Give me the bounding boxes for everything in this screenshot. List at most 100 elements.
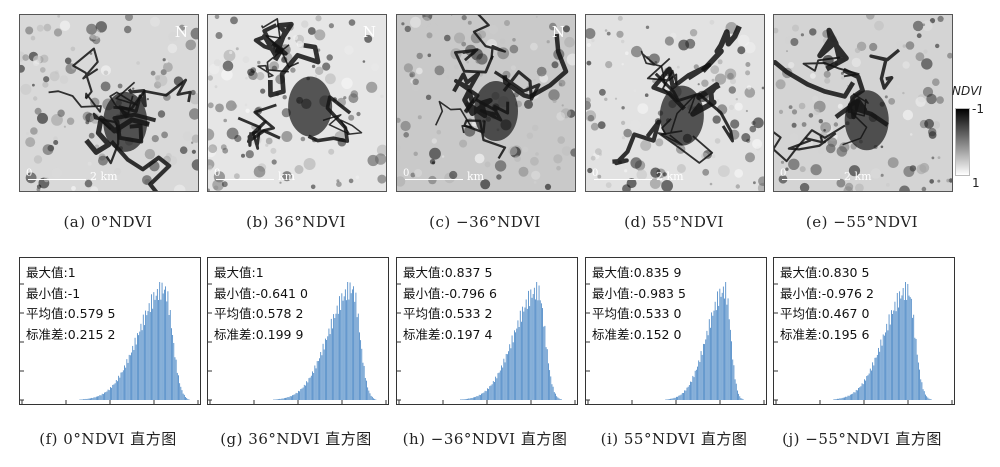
map-texture-spot — [53, 140, 59, 145]
histogram-bar — [833, 399, 835, 400]
histogram-bar — [711, 312, 713, 400]
map-texture-spot — [178, 24, 186, 31]
scale-bar-zero: 0 — [780, 168, 787, 179]
histogram-bar — [334, 318, 336, 400]
map-texture-spot — [902, 44, 906, 48]
histogram-bar — [521, 321, 522, 400]
map-texture-spot — [446, 75, 450, 79]
map-texture-spot — [655, 138, 664, 147]
histogram-bar — [874, 357, 876, 400]
map-texture-spot — [245, 108, 250, 114]
histogram-bar — [901, 295, 903, 400]
histogram-bar — [701, 354, 703, 400]
map-texture-spot — [208, 188, 210, 191]
map-texture-spot — [676, 164, 686, 173]
ndvi-map-image — [774, 15, 952, 191]
histogram-bar — [525, 299, 527, 400]
histogram-bar — [322, 343, 324, 400]
map-texture-spot — [37, 112, 48, 124]
map-texture-spot — [531, 170, 541, 180]
histogram-bar — [544, 325, 546, 400]
histogram-bar — [465, 398, 467, 400]
map-texture-spot — [168, 31, 179, 42]
map-texture-spot — [356, 83, 362, 89]
map-texture-spot — [36, 24, 44, 32]
histogram-bar — [294, 394, 296, 400]
histogram-bar — [871, 370, 872, 400]
histogram-bar — [289, 396, 291, 400]
histogram-bar — [835, 399, 837, 400]
map-drainage — [48, 90, 102, 113]
map-texture-spot — [662, 172, 667, 177]
histogram-bar — [545, 347, 547, 400]
histogram-bar — [348, 299, 350, 400]
map-texture-spot — [512, 38, 516, 42]
histogram-bar — [849, 394, 851, 400]
map-texture-spot — [870, 168, 882, 179]
histogram-bar — [464, 399, 466, 400]
histogram-bar — [851, 394, 852, 400]
map-texture-spot — [364, 34, 373, 43]
map-texture-spot — [85, 120, 90, 125]
map-texture-spot — [886, 183, 890, 187]
histogram-bar — [706, 330, 708, 400]
histogram-bar — [83, 399, 84, 400]
histogram-bar — [182, 393, 184, 400]
histogram-g: 最大值:1 最小值:-0.641 0 平均值:0.578 2 标准差:0.199… — [207, 257, 389, 405]
map-texture-spot — [557, 136, 565, 144]
map-texture-spot — [380, 94, 384, 99]
map-texture-spot — [245, 150, 254, 159]
map-texture-spot — [208, 75, 213, 81]
map-texture-spot — [932, 78, 940, 86]
histogram-bar — [298, 390, 299, 400]
map-drainage — [109, 139, 172, 191]
histogram-bar — [668, 399, 670, 400]
histogram-bar — [495, 376, 497, 400]
map-drainage — [817, 27, 849, 72]
map-drainage — [787, 132, 837, 151]
histogram-bar — [460, 399, 461, 400]
histogram-bar — [720, 296, 722, 400]
histogram-bar — [282, 398, 284, 400]
histogram-bar — [687, 386, 689, 400]
map-texture-spot — [937, 15, 944, 22]
map-texture-spot — [87, 161, 92, 166]
histogram-bar — [320, 352, 322, 400]
histogram-bar — [97, 396, 98, 400]
histogram-bar — [310, 375, 312, 400]
histogram-bar — [875, 357, 877, 400]
map-texture-spot — [287, 36, 291, 40]
scale-bar-label: 2 km — [90, 170, 118, 183]
map-texture-spot — [290, 67, 296, 73]
map-texture-spot — [428, 175, 437, 185]
map-texture-spot — [621, 63, 624, 66]
map-texture-spot — [185, 39, 197, 51]
map-texture-spot — [591, 38, 595, 43]
map-texture-spot — [558, 79, 566, 87]
histogram-bar — [695, 369, 697, 400]
map-texture-spot — [728, 104, 735, 110]
histogram-bar — [347, 282, 349, 400]
histogram-bar — [138, 335, 139, 400]
map-texture-spot — [932, 121, 941, 129]
histogram-bar — [526, 308, 528, 400]
histogram-bar — [321, 355, 323, 400]
histogram-bar — [80, 399, 82, 400]
histogram-bar — [176, 372, 178, 400]
map-texture-spot — [253, 165, 266, 178]
histogram-bar — [299, 391, 301, 400]
map-texture-spot — [397, 117, 401, 123]
histogram-bar — [101, 393, 103, 400]
histogram-bar — [91, 397, 93, 400]
map-texture-spot — [230, 16, 238, 25]
map-texture-spot — [434, 65, 445, 76]
map-texture-spot — [735, 184, 740, 189]
map-texture-spot — [415, 67, 423, 75]
map-texture-spot — [837, 103, 843, 109]
scale-bar-label: 2 km — [844, 170, 872, 183]
histogram-bar — [328, 328, 330, 400]
histogram-bar — [898, 307, 899, 400]
map-texture-spot — [459, 139, 468, 148]
map-texture-spot — [43, 23, 52, 32]
histogram-bar — [528, 290, 529, 400]
